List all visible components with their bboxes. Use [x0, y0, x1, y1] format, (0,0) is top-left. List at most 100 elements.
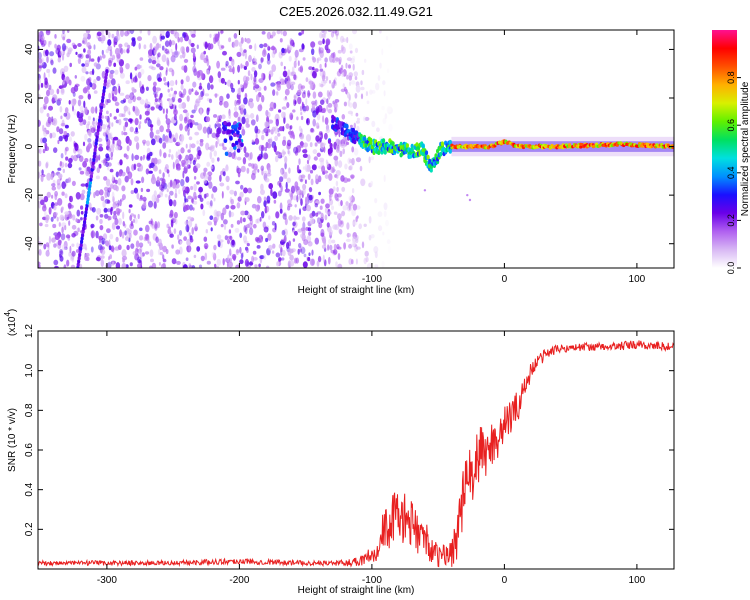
- snr-panel: -300 -200 -100 0 100 0.20.40.60.81.01.2 Heig…: [3, 309, 675, 596]
- spectrogram-cell: [185, 154, 189, 160]
- spectrogram-cell: [183, 236, 188, 242]
- spectrogram-cell: [185, 143, 188, 149]
- spectrogram-cell: [237, 116, 240, 122]
- spectrogram-cell: [239, 232, 243, 239]
- spectrogram-cell: [126, 145, 130, 152]
- spectrogram-cell: [340, 175, 345, 182]
- spectrogram-cell: [355, 112, 359, 117]
- spectrogram-streak-cell: [103, 78, 107, 84]
- spectrogram-cell: [230, 82, 234, 90]
- spectrogram-cell: [212, 186, 218, 193]
- spectrogram-cell: [77, 57, 81, 64]
- spectrogram-cell: [110, 245, 115, 252]
- spectrogram-cell: [40, 35, 45, 41]
- spectrogram-cell: [57, 57, 61, 63]
- spectrogram-cell: [322, 115, 325, 123]
- spectrogram-cell: [184, 220, 189, 226]
- spectrogram-cell: [166, 169, 170, 174]
- spectrogram-cell: [128, 204, 133, 208]
- spectrogram-cell: [215, 132, 220, 138]
- spectrogram-cell: [334, 57, 340, 62]
- spectrogram-cell: [323, 30, 327, 35]
- spectrogram-cell: [126, 166, 130, 174]
- spectrogram-cell: [128, 111, 131, 116]
- spectrogram-cell: [191, 265, 196, 268]
- spectrogram-cell: [149, 124, 154, 128]
- spectrogram-cell: [235, 248, 239, 255]
- spectrogram-cell: [153, 201, 157, 209]
- spectrogram-cell: [190, 196, 194, 204]
- spectrogram-cell: [139, 30, 142, 34]
- spectrogram-cell: [118, 85, 121, 94]
- spectrogram-cell: [65, 76, 70, 84]
- spectrogram-cell: [107, 261, 112, 268]
- spectrogram-cell: [347, 99, 351, 107]
- spectrogram-cell: [280, 61, 284, 67]
- spectrogram-track-cell: [391, 141, 395, 147]
- spectrogram-cell: [54, 34, 57, 39]
- spectrogram-cell: [154, 98, 158, 103]
- spectrogram-cell: [51, 183, 56, 187]
- spectrogram-cell: [190, 42, 195, 48]
- spectrogram-cell: [225, 175, 230, 183]
- spectrogram-cell: [77, 227, 80, 232]
- spectrogram-cell: [41, 62, 47, 69]
- spectrogram-cell: [68, 213, 73, 219]
- spectrogram-cell: [154, 135, 158, 140]
- spectrogram-cell: [76, 227, 80, 233]
- spectrogram-cell: [355, 120, 360, 124]
- spectrogram-cell: [81, 40, 85, 44]
- spectrogram-cell: [208, 181, 213, 189]
- spectrogram-track-cell: [428, 158, 432, 164]
- spectrogram-cell: [293, 146, 299, 154]
- spectrogram-cell: [348, 43, 353, 50]
- spectrogram-cell: [259, 255, 265, 260]
- spectrogram-cell: [257, 104, 263, 112]
- spectrogram-cell: [261, 95, 265, 103]
- spectrogram-cell: [307, 154, 311, 161]
- spectrogram-cell: [45, 162, 49, 169]
- spectrogram-track-cell: [424, 150, 429, 156]
- spectrogram-cell: [334, 107, 338, 113]
- spectrogram-cell: [149, 249, 154, 258]
- spectrogram-cell: [276, 261, 280, 267]
- spectrogram-streak-cell: [82, 226, 86, 231]
- spectrogram-cell: [75, 218, 78, 223]
- spectrogram-cell: [107, 79, 112, 84]
- spectrogram-cell: [66, 38, 72, 44]
- spectrogram-cell: [224, 81, 227, 86]
- spectrogram-cell: [130, 178, 134, 186]
- spectrogram-cell: [57, 239, 62, 246]
- spectrogram-cell: [51, 97, 55, 104]
- spectrogram-cell: [198, 264, 203, 268]
- spectrogram-cell: [116, 225, 120, 230]
- spectrogram-streak-cell: [98, 118, 102, 123]
- spectrogram-cell: [286, 177, 291, 184]
- spectrogram-cell: [137, 213, 140, 220]
- spectrogram-cell: [314, 203, 318, 208]
- spectrogram-track-cell: [410, 146, 414, 152]
- spectrogram-cell: [279, 38, 283, 43]
- spectrogram-cell: [382, 117, 387, 125]
- spectrogram-cell: [118, 169, 123, 177]
- spectrogram-cell: [95, 190, 100, 197]
- spectrogram-cell: [106, 190, 110, 198]
- spectrogram-cell: [187, 149, 191, 153]
- spectrogram-cell: [242, 217, 246, 223]
- colorbar: 0.00.20.40.60.8 Normalized spectral ampl…: [712, 30, 750, 274]
- spectrogram-cell: [161, 177, 166, 185]
- spectrogram-cell: [59, 161, 65, 168]
- spectrogram-cell: [281, 47, 285, 54]
- spectrogram-cell: [363, 257, 367, 265]
- spectrogram-cell: [81, 189, 86, 195]
- spectrogram-streak-cell: [82, 223, 86, 228]
- spectrogram-cell: [87, 93, 92, 100]
- spectrogram-cell: [182, 109, 188, 114]
- spectrogram-cell: [69, 245, 72, 254]
- spectrogram-cell: [308, 80, 314, 86]
- spectrogram-cell: [196, 70, 201, 78]
- spectrogram-cell: [223, 224, 227, 231]
- spectrogram-cell: [149, 162, 155, 169]
- spectrogram-cell: [383, 210, 387, 217]
- spectrogram-cell: [165, 51, 170, 55]
